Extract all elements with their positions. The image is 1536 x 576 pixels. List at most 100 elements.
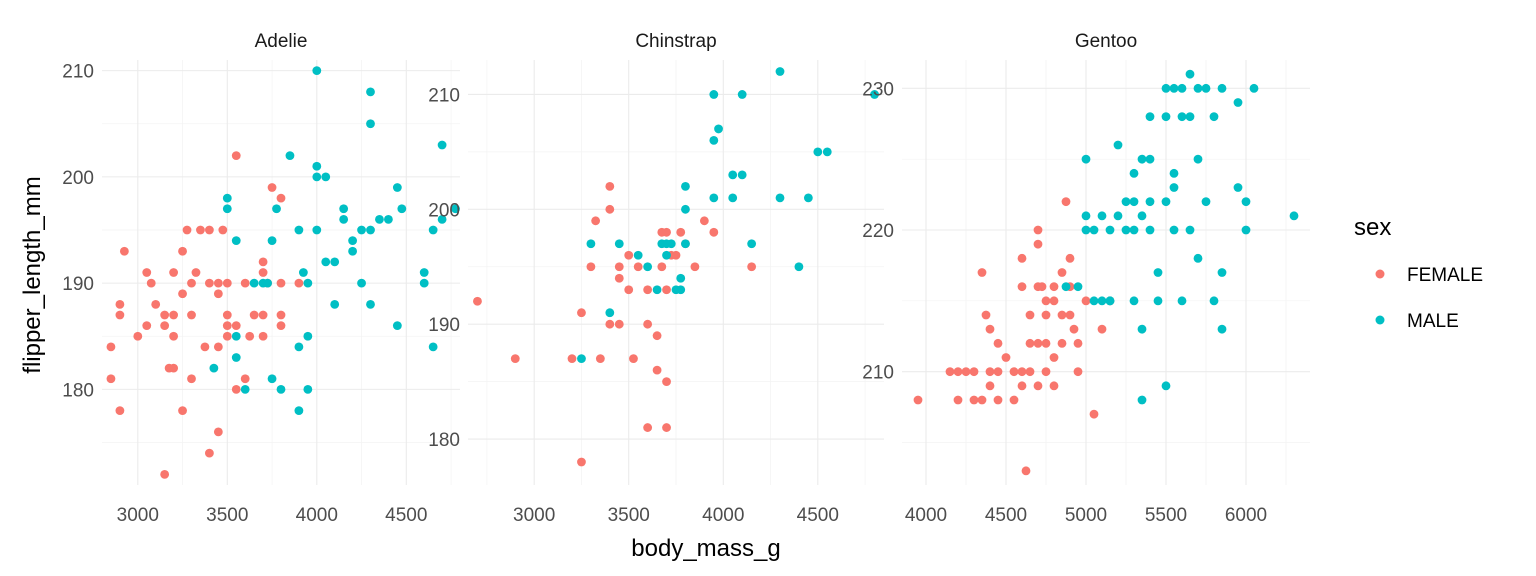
- x-tick-label: 3500: [608, 505, 650, 526]
- data-point-female: [222, 278, 232, 288]
- data-point-female: [1041, 296, 1051, 306]
- data-point-male: [775, 193, 785, 203]
- data-point-male: [1185, 112, 1195, 122]
- data-point-female: [961, 367, 971, 377]
- data-point-female: [953, 367, 963, 377]
- data-point-female: [1009, 367, 1019, 377]
- data-point-female: [213, 427, 223, 437]
- data-point-female: [969, 395, 979, 405]
- data-point-male: [222, 193, 232, 203]
- data-point-female: [240, 374, 250, 384]
- data-point-male: [1129, 197, 1139, 207]
- data-point-male: [392, 183, 402, 192]
- data-point-male: [1201, 83, 1211, 93]
- data-point-female: [267, 183, 277, 192]
- data-point-male: [1217, 324, 1227, 334]
- data-point-female: [1057, 268, 1067, 277]
- data-point-male: [419, 268, 429, 277]
- y-tick-label: 210: [862, 363, 894, 384]
- data-point-female: [1017, 367, 1027, 377]
- data-point-male: [357, 225, 366, 235]
- data-point-male: [666, 239, 676, 249]
- data-point-male: [366, 299, 375, 309]
- data-point-male: [366, 87, 375, 97]
- data-point-female: [1025, 310, 1035, 320]
- data-point-male: [312, 66, 322, 76]
- data-point-female: [169, 310, 179, 320]
- data-point-male: [1169, 183, 1179, 192]
- data-point-female: [106, 342, 116, 352]
- data-point-female: [142, 268, 152, 277]
- data-point-male: [681, 239, 690, 249]
- data-point-male: [1145, 225, 1155, 235]
- data-point-female: [146, 278, 156, 288]
- data-point-male: [577, 354, 586, 364]
- data-point-male: [231, 236, 241, 246]
- x-tick-label: 5500: [1145, 505, 1187, 526]
- data-point-female: [133, 331, 143, 341]
- data-point-female: [614, 319, 624, 329]
- series-male: [209, 66, 460, 416]
- data-point-female: [567, 354, 577, 364]
- data-point-female: [294, 278, 304, 288]
- data-point-male: [231, 353, 241, 362]
- data-point-male: [428, 225, 438, 235]
- data-point-female: [1017, 253, 1027, 263]
- y-tick-label: 190: [428, 315, 460, 336]
- data-point-female: [993, 338, 1003, 348]
- data-point-male: [1137, 324, 1147, 334]
- data-point-female: [977, 268, 987, 277]
- data-point-male: [1137, 211, 1147, 221]
- data-point-female: [1001, 353, 1011, 362]
- data-point-male: [633, 250, 643, 260]
- data-point-male: [747, 239, 757, 249]
- data-point-male: [1089, 225, 1099, 235]
- data-point-female: [1049, 296, 1059, 306]
- legend-label-female: FEMALE: [1407, 265, 1483, 286]
- facet-title-chinstrap: Chinstrap: [635, 31, 716, 52]
- data-point-male: [330, 299, 340, 309]
- data-point-male: [312, 161, 322, 171]
- data-point-female: [169, 331, 179, 341]
- data-point-female: [191, 268, 201, 277]
- data-point-female: [200, 342, 210, 352]
- data-point-female: [213, 278, 223, 288]
- data-point-male: [870, 90, 879, 99]
- data-point-female: [709, 227, 719, 237]
- data-point-male: [312, 225, 322, 235]
- data-point-female: [178, 289, 187, 299]
- data-point-female: [605, 319, 615, 329]
- data-point-male: [272, 204, 281, 214]
- y-axis-title: flipper_length_mm: [19, 176, 46, 373]
- data-point-male: [1145, 112, 1155, 122]
- data-point-male: [276, 384, 286, 394]
- data-point-male: [294, 225, 304, 235]
- data-point-female: [473, 296, 482, 306]
- data-point-female: [205, 448, 214, 458]
- data-point-male: [1185, 69, 1195, 79]
- data-point-male: [321, 257, 331, 267]
- data-point-male: [339, 204, 349, 214]
- data-point-male: [1153, 296, 1163, 306]
- data-point-female: [1081, 296, 1091, 306]
- data-point-female: [690, 262, 700, 272]
- data-point-female: [240, 278, 250, 288]
- data-point-male: [1081, 225, 1091, 235]
- data-point-male: [1289, 211, 1299, 221]
- data-point-male: [267, 236, 277, 246]
- data-point-male: [737, 170, 747, 180]
- legend-label-male: MALE: [1407, 311, 1459, 332]
- data-point-male: [209, 363, 219, 373]
- x-tick-label: 4000: [296, 505, 338, 526]
- data-point-female: [276, 193, 286, 203]
- series-female: [473, 181, 757, 467]
- data-point-female: [1025, 338, 1035, 348]
- data-point-female: [276, 321, 286, 331]
- data-point-female: [953, 395, 963, 405]
- data-point-female: [196, 225, 205, 235]
- data-point-male: [1177, 296, 1187, 306]
- data-point-female: [160, 310, 170, 320]
- data-point-male: [1201, 197, 1211, 207]
- data-point-female: [1009, 395, 1019, 405]
- data-point-female: [213, 342, 223, 352]
